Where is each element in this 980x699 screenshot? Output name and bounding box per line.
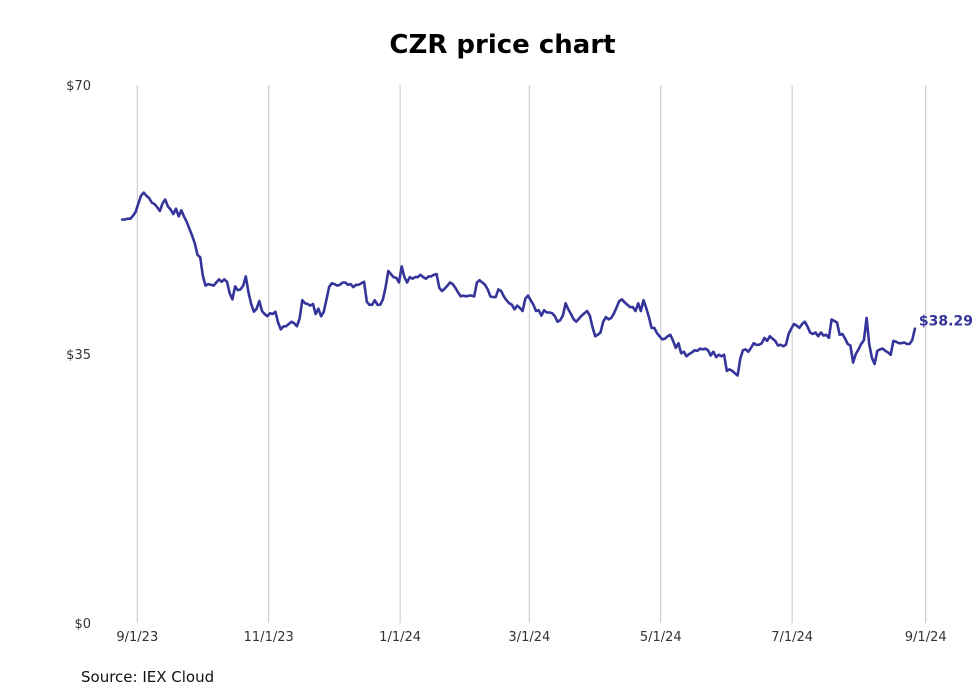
y-tick-label-0: $0 — [74, 617, 91, 632]
x-tick-label-1: 11/1/23 — [244, 630, 294, 645]
source-note: Source: IEX Cloud — [81, 668, 215, 686]
x-tick-label-3: 3/1/24 — [508, 630, 550, 645]
x-tick-label-6: 9/1/24 — [905, 630, 947, 645]
series-line-czr — [120, 191, 917, 377]
x-tick-label-0: 9/1/23 — [116, 630, 158, 645]
y-tick-label-2: $70 — [66, 79, 91, 94]
series-layer: $38.29 — [120, 191, 973, 377]
axis-labels: 9/1/23 11/1/23 1/1/24 3/1/24 5/1/24 7/1/24 9/1… — [66, 79, 946, 645]
grid-lines — [136, 85, 927, 623]
y-tick-label-1: $35 — [66, 348, 91, 363]
x-tick-label-4: 5/1/24 — [640, 630, 682, 645]
x-tick-label-2: 1/1/24 — [379, 630, 421, 645]
chart-title: CZR price chart — [389, 30, 616, 60]
last-value-label: $38.29 — [919, 314, 973, 330]
x-tick-label-5: 7/1/24 — [771, 630, 813, 645]
